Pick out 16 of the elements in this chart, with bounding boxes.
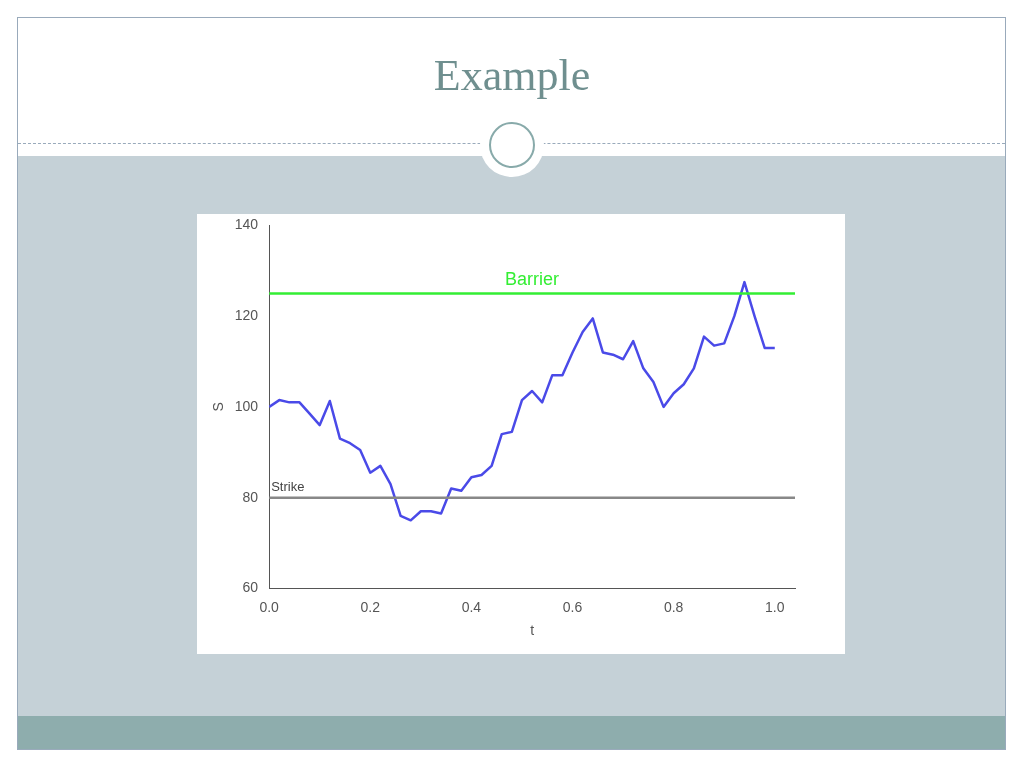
y-tick-label: 100	[234, 397, 259, 414]
x-tick-label: 0.8	[663, 598, 684, 615]
ref-line-label: Strike	[271, 478, 305, 494]
y-tick-label: 140	[234, 216, 259, 233]
y-tick-label: 120	[234, 307, 259, 324]
x-tick-label: 0.2	[360, 598, 381, 615]
ref-line-label: Barrier	[505, 269, 560, 290]
x-tick-label: 0.4	[461, 598, 482, 615]
y-tick-label: 60	[242, 579, 259, 596]
x-axis-title: t	[530, 622, 535, 639]
y-tick-label: 80	[242, 488, 259, 505]
x-tick-label: 0.0	[259, 598, 280, 615]
chart-title: Example	[432, 50, 592, 101]
x-tick-label: 0.6	[562, 598, 583, 615]
x-tick-label: 1.0	[765, 598, 785, 615]
y-axis-title: S	[210, 402, 227, 412]
